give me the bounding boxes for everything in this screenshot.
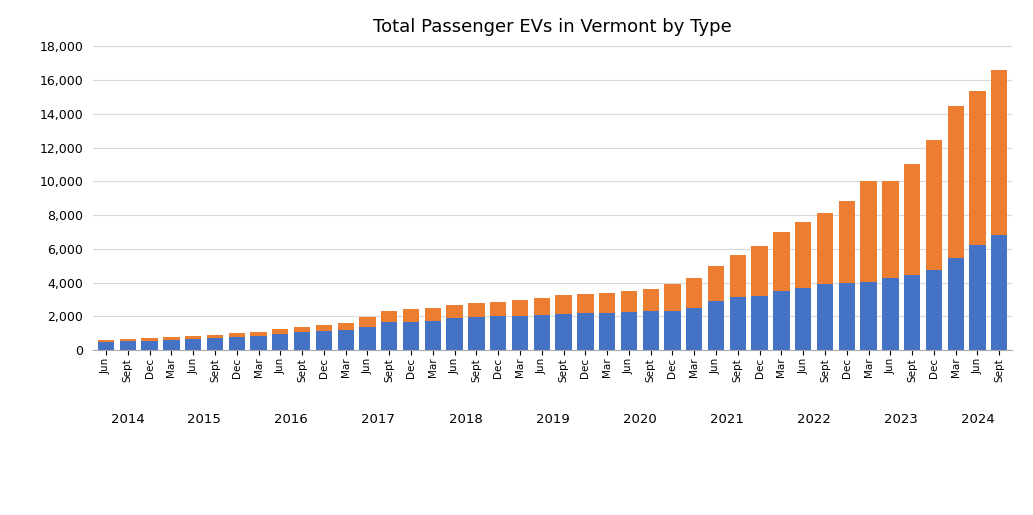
Bar <box>207 335 223 338</box>
Bar <box>904 164 920 275</box>
Bar <box>490 302 506 316</box>
Bar <box>120 339 136 341</box>
Bar <box>316 331 332 350</box>
Bar <box>490 316 506 350</box>
Bar <box>991 70 1007 235</box>
Bar <box>425 321 441 350</box>
Bar <box>468 317 484 350</box>
Bar <box>316 325 332 331</box>
Bar <box>882 278 899 350</box>
Bar <box>207 338 223 350</box>
Bar <box>294 327 310 333</box>
Bar <box>882 181 899 278</box>
Bar <box>729 297 746 350</box>
Bar <box>969 245 985 350</box>
Bar <box>446 318 463 350</box>
Bar <box>381 311 398 322</box>
Bar <box>795 288 811 350</box>
Bar <box>774 291 789 350</box>
Bar <box>839 201 855 283</box>
Bar <box>643 288 659 312</box>
Bar <box>185 339 201 350</box>
Bar <box>294 333 310 350</box>
Bar <box>729 255 746 297</box>
Bar <box>425 308 441 321</box>
Bar <box>534 315 550 350</box>
Bar <box>446 305 463 318</box>
Bar <box>228 333 245 337</box>
Bar <box>751 296 768 350</box>
Bar <box>817 213 834 284</box>
Bar <box>98 342 115 350</box>
Bar <box>556 295 571 314</box>
Bar <box>599 293 616 313</box>
Title: Total Passenger EVs in Vermont by Type: Total Passenger EVs in Vermont by Type <box>373 19 732 37</box>
Bar <box>969 91 985 245</box>
Bar <box>142 341 158 350</box>
Bar <box>621 291 637 312</box>
Bar <box>250 332 267 336</box>
Bar <box>686 308 702 350</box>
Bar <box>142 338 158 341</box>
Bar <box>468 303 484 317</box>
Bar <box>511 300 528 316</box>
Bar <box>511 316 528 350</box>
Bar <box>250 336 267 350</box>
Bar <box>860 181 877 282</box>
Bar <box>403 309 419 321</box>
Bar <box>403 321 419 350</box>
Bar <box>120 341 136 350</box>
Bar <box>774 232 789 291</box>
Bar <box>185 336 201 339</box>
Bar <box>381 322 398 350</box>
Bar <box>708 266 724 301</box>
Bar <box>163 340 180 350</box>
Bar <box>163 337 180 340</box>
Bar <box>534 298 550 315</box>
Bar <box>556 314 571 350</box>
Bar <box>751 246 768 296</box>
Bar <box>926 270 942 350</box>
Bar <box>599 313 616 350</box>
Bar <box>795 222 811 288</box>
Bar <box>947 258 964 350</box>
Bar <box>664 311 681 350</box>
Bar <box>839 283 855 350</box>
Bar <box>338 330 354 350</box>
Bar <box>991 235 1007 350</box>
Bar <box>686 279 702 308</box>
Bar <box>359 327 376 350</box>
Bar <box>338 323 354 330</box>
Bar <box>926 140 942 270</box>
Bar <box>272 334 288 350</box>
Bar <box>359 317 376 327</box>
Bar <box>228 337 245 350</box>
Bar <box>904 275 920 350</box>
Bar <box>577 294 594 313</box>
Bar <box>272 330 288 334</box>
Bar <box>860 282 877 350</box>
Bar <box>947 106 964 258</box>
Bar <box>98 340 115 342</box>
Bar <box>621 312 637 350</box>
Bar <box>643 312 659 350</box>
Bar <box>664 284 681 311</box>
Bar <box>577 313 594 350</box>
Bar <box>817 284 834 350</box>
Bar <box>708 301 724 350</box>
